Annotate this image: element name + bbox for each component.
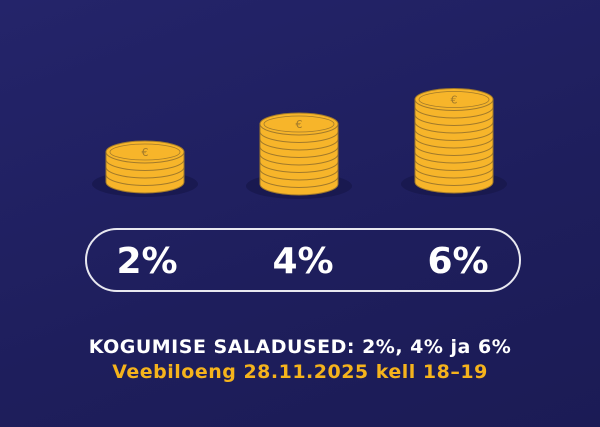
euro-icon: € xyxy=(451,94,458,107)
coin-stack-2: € xyxy=(246,112,352,199)
rate-2: 2% xyxy=(116,241,178,282)
rate-6: 6% xyxy=(427,241,489,282)
webinar-date: Veebiloeng 28.11.2025 kell 18–19 xyxy=(112,361,488,383)
euro-icon: € xyxy=(142,146,149,159)
rate-4: 4% xyxy=(272,241,334,282)
coin-stack-1: € xyxy=(92,140,198,197)
coin-stacks: € € € xyxy=(92,88,507,199)
headline: KOGUMISE SALADUSED: 2%, 4% ja 6% xyxy=(88,336,512,358)
euro-icon: € xyxy=(296,118,303,131)
coin-stack-3: € xyxy=(401,88,507,197)
rates-pill xyxy=(85,228,521,292)
